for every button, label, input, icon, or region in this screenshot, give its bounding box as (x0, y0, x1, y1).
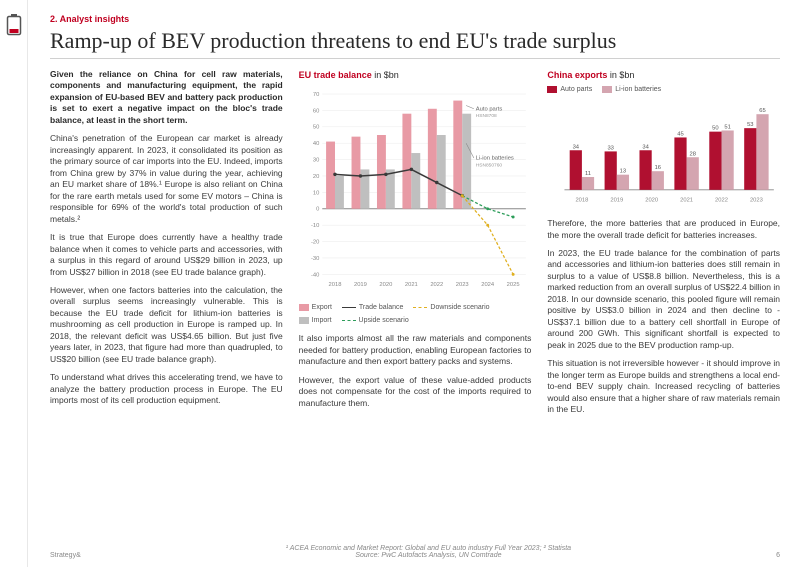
svg-text:50: 50 (713, 125, 719, 131)
svg-text:65: 65 (760, 108, 766, 114)
svg-text:16: 16 (655, 165, 661, 171)
page-content: 2. Analyst insights Ramp-up of BEV produ… (28, 0, 802, 567)
svg-text:51: 51 (725, 124, 731, 130)
svg-text:2018: 2018 (576, 197, 589, 203)
body-paragraph: It also imports almost all the raw mater… (299, 333, 532, 367)
svg-text:40: 40 (313, 141, 319, 147)
legend-upside: Upside scenario (342, 316, 409, 325)
china-chart-title: China exports in $bn (547, 69, 780, 81)
legend-li-ion: Li-ion batteries (602, 85, 661, 94)
lead-paragraph: Given the reliance on China for cell raw… (50, 69, 283, 126)
china-exports-chart: 34 11 2018 33 13 2019 34 16 2020 45 28 2021 50 51 2022… (547, 97, 780, 210)
svg-text:2020: 2020 (379, 282, 392, 288)
body-paragraph: China's penetration of the European car … (50, 133, 283, 225)
eu-chart-title-rest: in $bn (372, 70, 399, 80)
title-rule (50, 58, 780, 59)
svg-text:-20: -20 (311, 240, 319, 246)
columns-container: Given the reliance on China for cell raw… (50, 69, 780, 541)
battery-icon (6, 14, 22, 36)
svg-text:-40: -40 (311, 272, 319, 278)
column-1: Given the reliance on China for cell raw… (50, 69, 283, 541)
body-paragraph: In 2023, the EU trade balance for the co… (547, 248, 780, 351)
svg-text:-10: -10 (311, 223, 319, 229)
svg-text:-30: -30 (311, 256, 319, 262)
svg-text:33: 33 (608, 145, 614, 151)
svg-text:2024: 2024 (481, 282, 495, 288)
body-paragraph: Therefore, the more batteries that are p… (547, 218, 780, 241)
body-paragraph: It is true that Europe does currently ha… (50, 232, 283, 278)
legend-trade: Trade balance (342, 303, 404, 312)
column-2: EU trade balance in $bn -40 -30 -20 -10 0 10 2… (299, 69, 532, 541)
svg-text:11: 11 (585, 171, 591, 177)
svg-text:10: 10 (313, 190, 319, 196)
legend-auto-parts: Auto parts (547, 85, 592, 94)
svg-text:28: 28 (690, 151, 696, 157)
svg-text:Li-ion batteries: Li-ion batteries (475, 156, 513, 162)
page-footer: Strategy& ¹ ACEA Economic and Market Rep… (50, 545, 780, 559)
legend-export: Export (299, 303, 332, 312)
svg-text:2022: 2022 (430, 282, 443, 288)
svg-text:2018: 2018 (328, 282, 341, 288)
svg-text:2023: 2023 (455, 282, 468, 288)
svg-text:2022: 2022 (715, 197, 728, 203)
svg-text:HSN850760: HSN850760 (475, 163, 502, 169)
china-chart-title-rest: in $bn (607, 70, 634, 80)
legend-downside: Downside scenario (413, 303, 489, 312)
svg-text:2021: 2021 (405, 282, 418, 288)
svg-text:2025: 2025 (506, 282, 519, 288)
svg-text:2023: 2023 (750, 197, 763, 203)
body-paragraph: However, when one factors batteries into… (50, 285, 283, 365)
svg-text:2019: 2019 (611, 197, 624, 203)
svg-text:34: 34 (643, 144, 650, 150)
svg-text:30: 30 (313, 158, 319, 164)
column-3: China exports in $bn Auto parts Li-ion b… (547, 69, 780, 541)
eu-chart-title-bold: EU trade balance (299, 70, 372, 80)
china-chart-title-bold: China exports (547, 70, 607, 80)
svg-text:34: 34 (573, 144, 580, 150)
svg-text:HSN8708: HSN8708 (475, 113, 496, 119)
svg-text:53: 53 (747, 122, 753, 128)
china-chart-legend: Auto parts Li-ion batteries (547, 85, 780, 94)
sidebar (0, 0, 28, 567)
svg-text:20: 20 (313, 174, 319, 180)
body-paragraph: This situation is not irreversible howev… (547, 358, 780, 415)
svg-text:2021: 2021 (680, 197, 693, 203)
section-label: 2. Analyst insights (50, 14, 780, 24)
svg-text:0: 0 (316, 207, 319, 213)
svg-text:2020: 2020 (646, 197, 659, 203)
eu-chart-legend: Export Trade balance Downside scenario I… (299, 303, 532, 326)
source-text: ¹ ACEA Economic and Market Report: Globa… (81, 545, 776, 559)
svg-text:2019: 2019 (354, 282, 367, 288)
svg-text:45: 45 (678, 131, 684, 137)
eu-trade-balance-chart: -40-30-20-10010203040506070Auto partsHSN… (299, 85, 532, 325)
svg-text:Auto parts: Auto parts (475, 107, 502, 113)
page-number: 6 (776, 552, 780, 559)
page-title: Ramp-up of BEV production threatens to e… (50, 28, 780, 54)
svg-text:60: 60 (313, 108, 319, 114)
svg-text:13: 13 (620, 168, 626, 174)
brand-label: Strategy& (50, 552, 81, 559)
svg-text:50: 50 (313, 125, 319, 131)
body-paragraph: However, the export value of these value… (299, 375, 532, 409)
eu-chart-title: EU trade balance in $bn (299, 69, 532, 81)
svg-text:70: 70 (313, 92, 319, 98)
legend-import: Import (299, 316, 332, 325)
body-paragraph: To understand what drives this accelerat… (50, 372, 283, 406)
